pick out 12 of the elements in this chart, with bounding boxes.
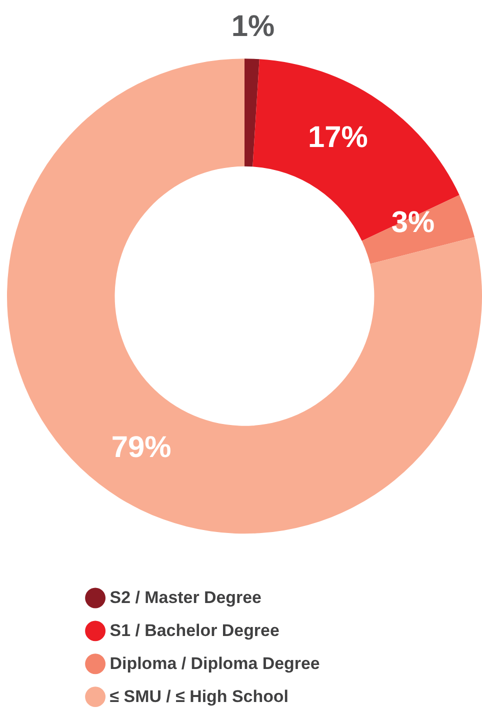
legend-label: ≤ SMU / ≤ High School bbox=[110, 686, 289, 706]
donut-slice bbox=[362, 195, 475, 264]
legend-label: Diploma / Diploma Degree bbox=[110, 654, 320, 673]
data-label: 79% bbox=[111, 430, 172, 464]
donut-slice bbox=[7, 58, 482, 534]
donut-slice bbox=[252, 59, 460, 241]
legend-label: S1 / Bachelor Degree bbox=[110, 620, 280, 640]
data-label: 17% bbox=[308, 121, 368, 154]
data-label: 1% bbox=[231, 10, 275, 43]
legend-label: S2 / Master Degree bbox=[110, 588, 262, 607]
donut-slice bbox=[244, 58, 260, 167]
data-label: 3% bbox=[391, 206, 435, 240]
